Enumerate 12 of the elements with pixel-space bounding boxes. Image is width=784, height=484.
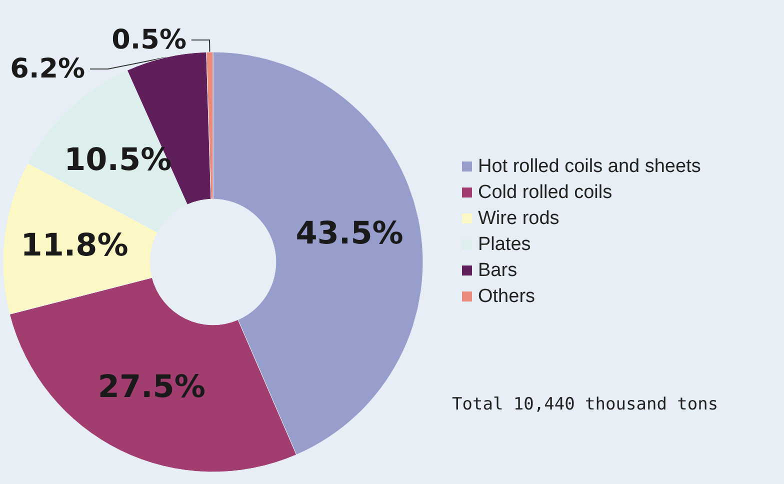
text: Total 10,440 thousand tons bbox=[452, 394, 718, 414]
legend-label: Plates bbox=[478, 234, 531, 255]
legend-label: Cold rolled coils bbox=[478, 182, 612, 203]
legend-label: Hot rolled coils and sheets bbox=[478, 156, 701, 177]
data-label: 0.5% bbox=[112, 24, 187, 56]
data-label: 27.5% bbox=[98, 369, 206, 406]
data-label: 43.5% bbox=[296, 216, 404, 252]
legend-label: Wire rods bbox=[478, 208, 560, 229]
data-label: 6.2% bbox=[10, 54, 86, 85]
legend-label: Others bbox=[478, 286, 536, 307]
legend-label: Bars bbox=[478, 260, 518, 281]
data-label: 11.8% bbox=[20, 227, 128, 264]
